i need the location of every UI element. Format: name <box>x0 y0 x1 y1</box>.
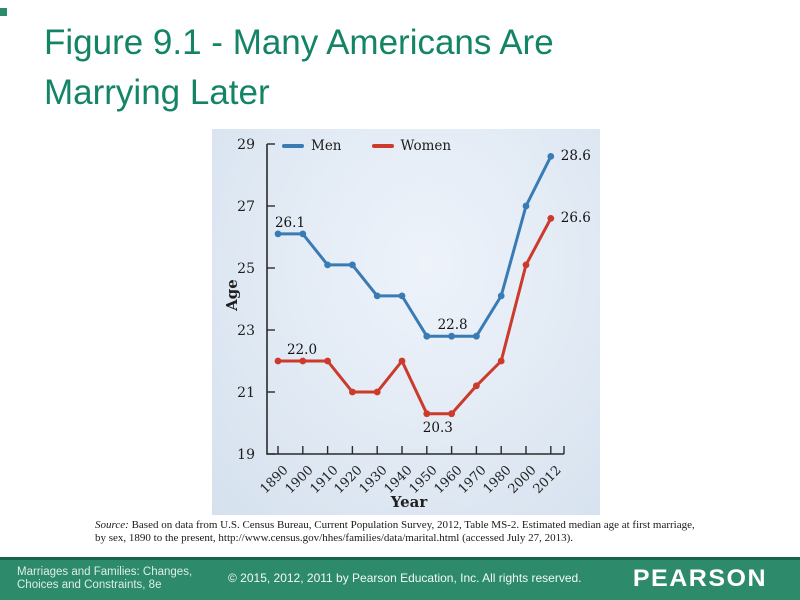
data-point-men <box>398 292 406 300</box>
legend-swatch-women <box>371 144 394 148</box>
legend-item-women: Women <box>371 138 452 154</box>
page-title: Figure 9.1 - Many Americans Are Marrying… <box>44 18 554 118</box>
data-point-women <box>547 215 555 222</box>
source-note: Source: Based on data from U.S. Census B… <box>95 519 735 545</box>
line-chart-canvas: 19 21 23 25 27 29 <box>237 137 565 463</box>
y-tick-label: 29 <box>237 137 255 153</box>
data-label: 28.6 <box>560 148 591 165</box>
chart-legend: Men Women <box>282 138 451 154</box>
legend-label-women: Women <box>400 138 452 154</box>
footer-bar: Marriages and Families: Changes, Choices… <box>0 557 800 600</box>
top-left-accent-mark <box>0 8 7 16</box>
y-tick-label: 23 <box>237 323 255 339</box>
y-axis-title: Age <box>223 279 241 311</box>
y-tick-label: 27 <box>237 199 255 215</box>
data-point-men <box>299 230 307 238</box>
data-point-men <box>497 292 505 300</box>
footer-book-line1: Marriages and Families: Changes, <box>17 566 193 578</box>
axis-line <box>266 144 564 455</box>
y-tick-label: 21 <box>237 385 255 401</box>
data-label: 26.6 <box>560 210 591 227</box>
data-point-women <box>448 410 455 418</box>
data-point-women <box>349 388 356 396</box>
y-tick-label: 19 <box>237 447 255 463</box>
data-point-men <box>373 292 381 300</box>
data-point-men <box>423 332 431 340</box>
data-label: 26.1 <box>274 214 306 231</box>
data-label: 22.8 <box>437 317 468 334</box>
data-point-women <box>522 261 530 269</box>
data-label: 20.3 <box>422 419 453 436</box>
data-point-women <box>373 388 381 396</box>
data-point-women <box>324 357 331 365</box>
source-text-line1: Based on data from U.S. Census Bureau, C… <box>128 519 695 531</box>
data-label: 22.0 <box>286 342 318 358</box>
footer-copyright: © 2015, 2012, 2011 by Pearson Education,… <box>228 571 582 585</box>
pearson-logo: PEARSON <box>632 564 767 592</box>
series-line-men <box>276 154 553 338</box>
legend-swatch-men <box>282 144 304 148</box>
page-title-line1: Figure 9.1 - Many Americans Are <box>44 23 554 62</box>
data-point-women <box>473 382 480 390</box>
legend-label-men: Men <box>311 138 342 154</box>
y-tick-label: 25 <box>237 261 255 277</box>
data-point-men <box>274 230 282 238</box>
data-point-men <box>547 153 555 160</box>
footer-book-title: Marriages and Families: Changes, Choices… <box>17 566 192 591</box>
data-point-men <box>324 261 331 269</box>
data-point-men <box>349 261 356 269</box>
data-point-women <box>398 357 406 365</box>
data-point-women <box>423 410 431 418</box>
page-title-line2: Marrying Later <box>44 73 270 112</box>
data-point-women <box>299 357 307 365</box>
data-point-women <box>274 357 282 365</box>
footer-book-line2: Choices and Constraints, 8e <box>17 578 162 591</box>
legend-item-men: Men <box>282 138 342 154</box>
data-point-men <box>473 332 480 340</box>
chart-panel: 19 21 23 25 27 29 Men Women Age Year 1890 1900 1… <box>212 129 600 515</box>
source-text-line2: by sex, 1890 to the present, http://www.… <box>95 532 573 544</box>
source-label: Source: <box>95 519 129 531</box>
data-point-women <box>497 357 505 365</box>
series-line-women <box>276 216 553 416</box>
data-point-men <box>522 202 530 210</box>
x-axis-title: Year <box>390 493 428 511</box>
data-point-men <box>448 332 455 340</box>
